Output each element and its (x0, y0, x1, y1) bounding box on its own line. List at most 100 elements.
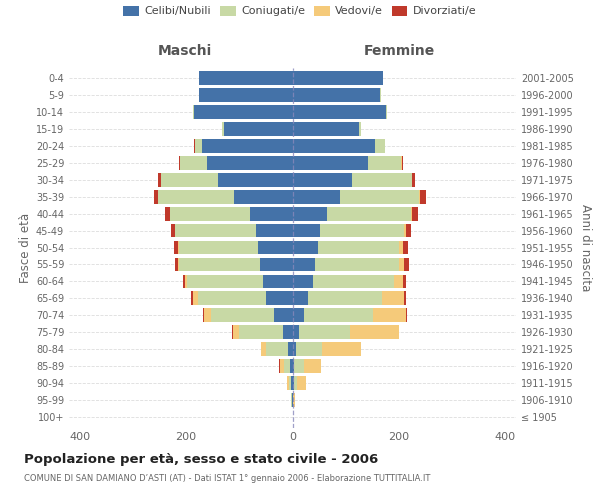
Bar (193, 104, 194, 118)
Bar (199, 70, 293, 85)
Bar (304, 308, 373, 322)
Bar (293, 138, 375, 152)
Bar (175, 258, 178, 272)
Bar (203, 308, 211, 322)
Bar (293, 394, 295, 407)
Bar (261, 342, 266, 356)
Bar (175, 224, 256, 237)
Y-axis label: Anni di nascita: Anni di nascita (579, 204, 592, 291)
Bar (292, 376, 293, 390)
Bar (322, 342, 361, 356)
Bar (404, 292, 406, 306)
Bar (350, 326, 399, 340)
Text: Maschi: Maschi (158, 44, 212, 58)
Bar (406, 308, 407, 322)
Bar (208, 156, 293, 170)
Bar (399, 240, 403, 254)
Bar (158, 172, 161, 186)
Bar (266, 292, 293, 306)
Bar (293, 292, 308, 306)
Bar (293, 274, 313, 288)
Bar (293, 376, 297, 390)
Legend: Celibi/Nubili, Coniugati/e, Vedovi/e, Divorziati/e: Celibi/Nubili, Coniugati/e, Vedovi/e, Di… (124, 6, 476, 16)
Bar (318, 240, 399, 254)
Bar (293, 206, 327, 220)
Bar (293, 224, 320, 237)
Bar (313, 274, 394, 288)
Bar (154, 190, 158, 203)
Bar (293, 70, 383, 85)
Bar (293, 156, 368, 170)
Bar (288, 342, 293, 356)
Bar (382, 292, 404, 306)
Bar (352, 172, 412, 186)
Bar (233, 326, 239, 340)
Bar (263, 274, 293, 288)
Bar (293, 360, 294, 374)
Bar (211, 308, 274, 322)
Bar (158, 190, 234, 203)
Bar (293, 308, 304, 322)
Bar (194, 104, 293, 118)
Bar (222, 122, 224, 136)
Bar (179, 240, 258, 254)
Bar (183, 274, 185, 288)
Bar (166, 206, 170, 220)
Bar (218, 172, 293, 186)
Bar (320, 224, 404, 237)
Bar (327, 206, 411, 220)
Bar (340, 190, 419, 203)
Bar (293, 326, 299, 340)
Bar (191, 292, 193, 306)
Bar (178, 258, 179, 272)
Bar (185, 274, 187, 288)
Text: Femmine: Femmine (364, 44, 436, 58)
Text: Popolazione per età, sesso e stato civile - 2006: Popolazione per età, sesso e stato civil… (24, 452, 378, 466)
Bar (406, 224, 411, 237)
Bar (280, 360, 284, 374)
Bar (194, 138, 202, 152)
Bar (179, 258, 260, 272)
Y-axis label: Fasce di età: Fasce di età (19, 212, 32, 282)
Bar (293, 258, 315, 272)
Bar (399, 258, 404, 272)
Bar (289, 376, 292, 390)
Bar (293, 342, 296, 356)
Bar (359, 122, 361, 136)
Bar (199, 88, 293, 102)
Bar (375, 138, 385, 152)
Bar (193, 292, 198, 306)
Bar (368, 156, 401, 170)
Bar (250, 206, 293, 220)
Bar (293, 122, 359, 136)
Bar (304, 360, 321, 374)
Bar (299, 326, 350, 340)
Bar (239, 326, 283, 340)
Bar (293, 172, 352, 186)
Bar (373, 308, 406, 322)
Bar (297, 376, 307, 390)
Bar (315, 258, 399, 272)
Bar (256, 224, 293, 237)
Bar (412, 172, 415, 186)
Bar (260, 258, 293, 272)
Bar (293, 240, 318, 254)
Bar (266, 342, 288, 356)
Bar (170, 224, 175, 237)
Bar (403, 274, 406, 288)
Bar (404, 224, 406, 237)
Bar (293, 190, 340, 203)
Bar (290, 360, 293, 374)
Bar (274, 308, 293, 322)
Bar (161, 172, 218, 186)
Bar (187, 274, 263, 288)
Bar (224, 122, 293, 136)
Bar (394, 274, 403, 288)
Bar (403, 240, 408, 254)
Bar (283, 326, 293, 340)
Bar (412, 206, 418, 220)
Bar (234, 190, 293, 203)
Bar (296, 342, 322, 356)
Bar (293, 104, 386, 118)
Bar (198, 292, 266, 306)
